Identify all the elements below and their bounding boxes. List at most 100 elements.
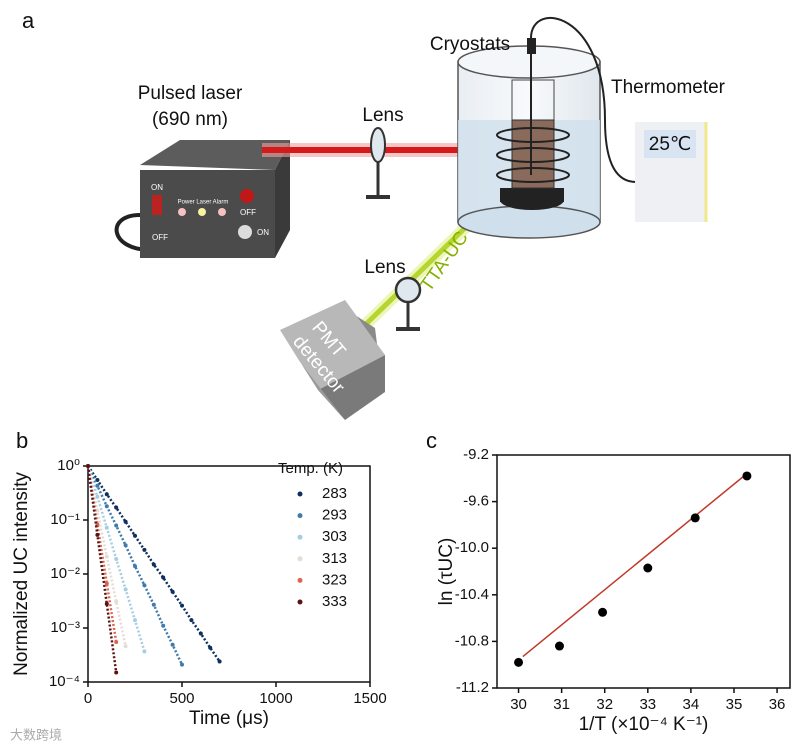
legend-marker (297, 599, 303, 605)
x-tick-label: 1500 (353, 690, 386, 707)
y-tick-label: -10.8 (455, 632, 489, 649)
y-tick-label: 10⁻³ (50, 619, 80, 636)
x-tick-label: 33 (639, 696, 656, 713)
panel-label: b (16, 428, 28, 453)
key (238, 225, 252, 239)
label: Thermometer (611, 77, 726, 98)
data-point (142, 649, 147, 654)
data-point (104, 504, 109, 509)
data-point (114, 505, 119, 510)
y-tick-label: 10⁰ (57, 457, 80, 474)
data-point (133, 618, 137, 623)
legend-marker (297, 491, 303, 497)
data-point (742, 471, 752, 481)
data-point (123, 519, 128, 524)
lens (394, 276, 422, 304)
coil (496, 167, 570, 183)
y-tick-label: -9.2 (463, 446, 489, 463)
data-point (161, 575, 166, 580)
data-point (123, 587, 128, 592)
x-axis-label: Time (μs) (189, 708, 269, 729)
legend-label: 333 (322, 593, 347, 610)
legend-label: 303 (322, 528, 347, 545)
laser-top (140, 140, 290, 170)
label: Pulsed laser (138, 83, 243, 104)
plot-frame (496, 454, 791, 689)
legend-marker (297, 556, 303, 562)
x-tick-label: 36 (769, 696, 786, 713)
pmt-top (280, 300, 385, 390)
data-point (133, 564, 137, 569)
cable (114, 213, 151, 252)
data-point (104, 554, 109, 559)
data-point (554, 641, 564, 651)
label: Lens (364, 257, 405, 278)
data-point (104, 601, 109, 606)
data-point (189, 618, 194, 623)
data-point (142, 583, 147, 588)
switch (152, 195, 162, 215)
x-tick-label: 31 (553, 696, 570, 713)
y-tick-label: -9.6 (463, 493, 489, 510)
pmt-side (318, 355, 385, 420)
y-tick-label: -11.2 (456, 679, 489, 696)
data-point (151, 602, 156, 607)
label: 25℃ (649, 134, 691, 155)
coil (496, 147, 570, 163)
x-tick-label: 34 (683, 696, 700, 713)
data-point (198, 631, 203, 636)
data-point (598, 607, 608, 617)
data-point (151, 562, 156, 567)
panel-text: ON (257, 228, 269, 237)
data-point (208, 645, 213, 650)
decay-curve (86, 465, 118, 673)
data-point (104, 525, 109, 530)
data-point (114, 523, 119, 528)
data-point (514, 657, 524, 667)
decay-curve (86, 465, 221, 663)
x-tick-label: 32 (596, 696, 613, 713)
laser-front (140, 170, 275, 258)
data-point (170, 642, 175, 647)
data-point (123, 644, 128, 649)
y-tick-label: -10.0 (455, 539, 489, 556)
legend-label: 293 (322, 507, 347, 524)
y-axis-label: Normalized UC intensity (11, 472, 32, 676)
panel-text: OFF (240, 208, 256, 217)
data-point (95, 483, 100, 488)
lens (370, 127, 386, 163)
y-tick-label: 10⁻⁴ (49, 673, 80, 690)
data-point (161, 623, 166, 628)
label: Cryostats (430, 34, 510, 55)
button (240, 189, 254, 203)
x-tick-label: 0 (84, 690, 92, 707)
data-point (104, 492, 109, 497)
y-tick-label: 10⁻² (50, 565, 80, 582)
data-point (95, 494, 100, 499)
y-axis-label: ln (τUC) (436, 538, 457, 606)
x-tick-label: 1000 (259, 690, 292, 707)
sample (511, 119, 555, 189)
coil (496, 127, 570, 143)
indicator (218, 208, 226, 216)
panel-text: ON (151, 183, 163, 192)
display (644, 130, 696, 158)
data-point (114, 556, 119, 561)
y-tick-label: -10.4 (455, 586, 489, 603)
stage (500, 188, 564, 202)
label: (690 nm) (152, 109, 228, 130)
diagram: ON OFF Power Laser Alarm OFF ON Pulsed l… (114, 16, 726, 420)
legend-label: 313 (322, 550, 347, 567)
laser-side (275, 140, 290, 258)
watermark: 大数跨境 (10, 727, 62, 742)
data-point (95, 508, 100, 513)
panel-text: Power Laser Alarm (178, 200, 229, 206)
x-axis-label: 1/T (×10⁻⁴ K⁻¹) (579, 714, 709, 735)
data-point (114, 640, 119, 645)
data-point (123, 543, 128, 548)
y-tick-label: 10⁻¹ (50, 511, 80, 528)
data-point (217, 659, 222, 664)
data-point (142, 547, 147, 552)
x-tick-label: 30 (510, 696, 527, 713)
